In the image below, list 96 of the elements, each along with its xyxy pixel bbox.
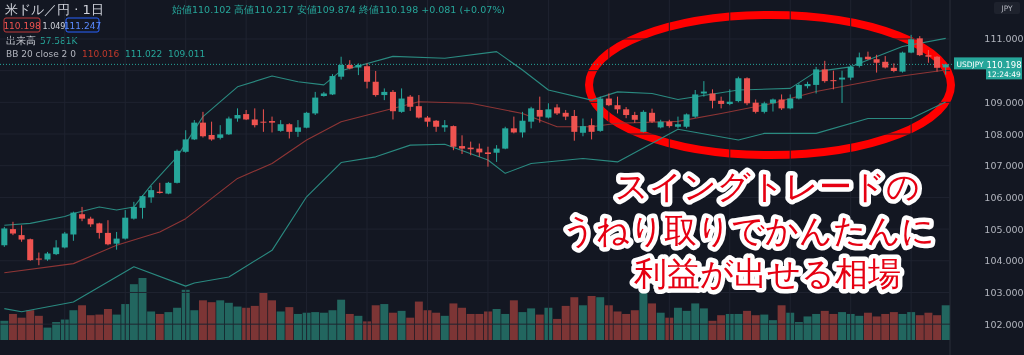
y-tick-label: 108.000: [984, 128, 1024, 140]
y-tick-label: 106.000: [984, 191, 1024, 203]
annotation: うねり取りでかんたんに: [561, 211, 935, 250]
candlestick: [269, 116, 276, 133]
candlestick: [243, 109, 250, 121]
candlestick: [191, 119, 198, 141]
chart-title: 米ドル／円 · 1日: [5, 2, 104, 17]
candlestick: [718, 96, 725, 109]
candlestick: [35, 252, 42, 266]
bar: [656, 312, 665, 340]
candlestick: [251, 107, 258, 128]
annotation: スイングトレードの: [614, 167, 920, 206]
y-tick-label: 111.000: [984, 33, 1024, 45]
y-tick-label: 102.000: [984, 318, 1024, 330]
candlestick: [579, 118, 586, 137]
candlestick: [528, 106, 535, 129]
candlestick: [79, 206, 86, 222]
bar: [509, 300, 518, 340]
candlestick: [70, 211, 77, 242]
candlestick: [122, 209, 129, 241]
candlestick: [674, 116, 681, 129]
candlestick: [554, 103, 561, 116]
y-tick-label: 107.000: [984, 160, 1024, 172]
y-tick-label: 103.000: [984, 286, 1024, 298]
annotation: 1.049: [42, 21, 66, 31]
candlestick: [813, 66, 820, 94]
bar: [155, 313, 164, 340]
candlestick: [623, 106, 630, 119]
candlestick: [1, 226, 8, 248]
annotation: 111.022: [125, 49, 163, 59]
candlestick: [588, 118, 595, 140]
candlestick: [916, 35, 923, 57]
candlestick: [148, 185, 155, 204]
bar: [777, 305, 786, 340]
annotation: 57.581K: [40, 36, 79, 46]
candlestick: [519, 111, 526, 139]
y-tick-label: 104.000: [984, 255, 1024, 267]
annotation: 110.016: [82, 49, 120, 59]
bar: [440, 315, 449, 340]
y-tick-label: 105.000: [984, 223, 1024, 235]
annotation: BB 20 close 2 0: [6, 49, 77, 59]
candlestick: [312, 91, 319, 116]
candlestick: [294, 119, 301, 138]
candlestick: [104, 219, 111, 246]
candlestick: [709, 88, 716, 109]
candlestick: [769, 98, 776, 113]
bar: [380, 304, 389, 340]
candlestick: [199, 111, 206, 139]
bar: [578, 305, 587, 340]
bar: [639, 292, 648, 340]
annotation: 110.198: [3, 20, 41, 31]
candlestick: [484, 146, 491, 168]
chart-title: 出来高: [6, 35, 36, 46]
annotation: 始値110.102 高値110.217 安値109.874 終値110.198 +0.081 (+0.07%): [172, 4, 505, 15]
candlestick: [225, 116, 232, 136]
candlestick: [329, 73, 336, 96]
candlestick: [364, 62, 371, 89]
bar: [535, 314, 544, 340]
bar: [0, 320, 9, 340]
annotation: 109.011: [168, 49, 206, 59]
candlestick: [821, 60, 828, 84]
bar: [388, 312, 397, 340]
candlestick: [9, 221, 16, 236]
bar: [596, 297, 605, 340]
candlestick: [450, 124, 457, 151]
candlestick: [536, 96, 543, 124]
candlestick: [433, 119, 440, 133]
candlestick: [571, 109, 578, 142]
candlestick: [372, 70, 379, 98]
candlestick: [605, 92, 612, 107]
bar: [345, 313, 354, 340]
bar: [587, 295, 596, 340]
candlestick: [839, 70, 846, 104]
bar: [285, 307, 294, 340]
candlestick: [139, 194, 146, 220]
candlestick: [415, 94, 422, 120]
line-series: [3, 101, 947, 313]
candlestick: [890, 62, 897, 73]
candlestick: [830, 70, 837, 90]
candlestick: [459, 134, 466, 155]
bar: [941, 305, 950, 340]
candlestick: [735, 76, 742, 103]
bar: [648, 303, 657, 340]
annotation: 利益が出せる相場: [633, 254, 901, 293]
bar: [397, 310, 406, 340]
candlestick: [398, 87, 405, 114]
y-tick-label: 109.000: [984, 96, 1024, 108]
text: 110.198: [986, 60, 1022, 70]
candlestick: [389, 89, 396, 120]
candlestick: [260, 108, 267, 133]
candlestick: [53, 239, 60, 256]
candlestick: [182, 129, 189, 154]
candlestick: [510, 116, 517, 134]
bar: [276, 311, 285, 340]
candlestick: [692, 89, 699, 119]
bar: [354, 315, 363, 340]
